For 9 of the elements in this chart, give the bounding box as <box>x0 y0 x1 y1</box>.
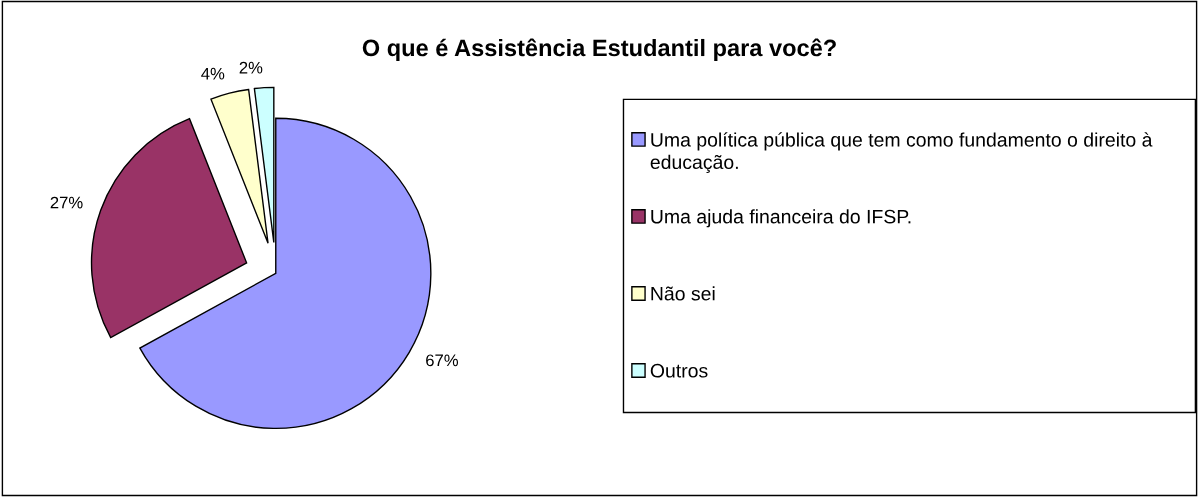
chart-title: O que é Assistência Estudantil para você? <box>362 38 836 61</box>
legend-label: Uma política pública que tem como fundamento o direito à educação. <box>650 132 1153 173</box>
legend-label: Outros <box>650 363 708 378</box>
legend-label: Uma ajuda financeira do IFSP. <box>651 209 911 228</box>
data-label: 4% <box>201 67 225 80</box>
data-label: 2% <box>239 61 263 74</box>
data-label: 27% <box>50 196 83 209</box>
legend-label: Não sei <box>651 286 715 301</box>
data-label: 67% <box>426 354 459 367</box>
